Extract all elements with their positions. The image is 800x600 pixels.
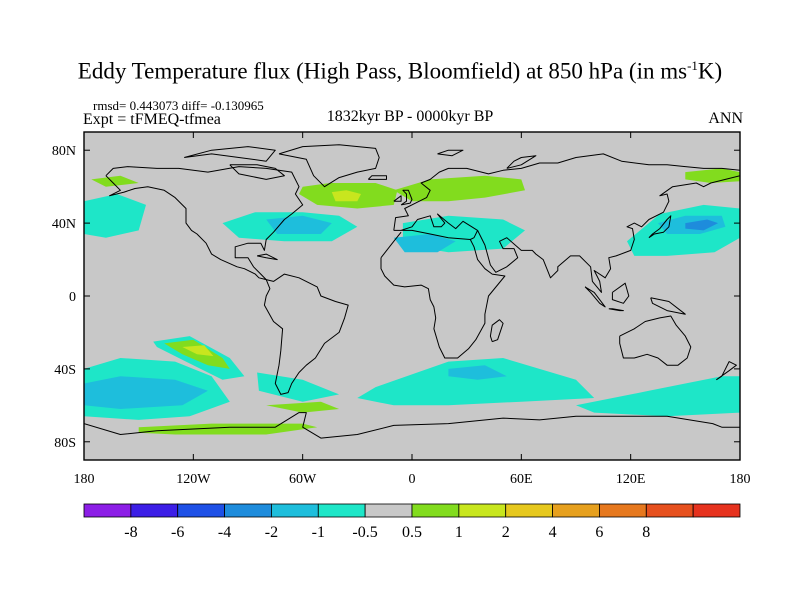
coastline-16: [400, 189, 413, 206]
coastline-17: [393, 195, 402, 202]
colorbar-swatch-10: [552, 503, 600, 518]
colorbar-label-5: -0.5: [352, 524, 377, 541]
stats-line: rmsd= 0.443073 diff= -0.130965: [93, 98, 264, 114]
coastline-24: [506, 155, 537, 169]
coastline-19: [257, 253, 278, 261]
coastlines: [84, 144, 740, 439]
coastline-11: [608, 308, 624, 312]
anomaly-region-20: [685, 219, 719, 231]
title-superscript: -1: [687, 58, 698, 73]
colorbar-swatch-2: [177, 503, 225, 518]
x-tick-label-4: 60E: [510, 472, 533, 487]
colorbar-label-9: 4: [549, 524, 557, 541]
coastline-18: [367, 175, 387, 180]
coastline-6: [380, 231, 402, 259]
anomaly-region-23: [576, 376, 740, 417]
coastline-4: [393, 213, 479, 240]
figure-title: Eddy Temperature flux (High Pass, Bloomf…: [0, 58, 800, 85]
anomaly-region-3: [84, 376, 208, 409]
colorbar-swatch-3: [224, 503, 272, 518]
anomaly-region-1: [84, 194, 146, 238]
colorbar-label-10: 6: [595, 524, 603, 541]
rmsd-label: rmsd=: [93, 98, 127, 113]
colorbar-swatch-8: [458, 503, 507, 518]
experiment-label: Expt = tFMEQ-tfmea: [83, 111, 221, 128]
colorbar-swatch-1: [130, 503, 179, 518]
coastline-2: [278, 144, 380, 188]
coastline-13: [650, 297, 686, 315]
coastline-10: [584, 286, 606, 308]
coastline-20: [84, 412, 740, 439]
diff-label: diff=: [181, 98, 208, 113]
anomaly-region-12: [331, 190, 361, 202]
colorbar-label-6: 0.5: [402, 524, 422, 541]
map-axes: 180 120W 60W 0 60E 120E 180 80N 40N 0 40S 80S: [52, 132, 751, 487]
coastline-7: [477, 175, 740, 293]
colorbar-label-4: -1: [312, 524, 325, 541]
colorbar-swatch-13: [692, 503, 741, 518]
season-label: ANN: [708, 110, 743, 127]
colorbar-swatch-7: [411, 503, 460, 518]
title-prefix: Eddy Temperature flux (High Pass, Bloomf…: [77, 58, 688, 84]
anomaly-region-14: [91, 175, 139, 187]
colorbar-label-8: 2: [502, 524, 510, 541]
x-tick-label-0: 180: [74, 472, 95, 487]
colorbar-label-3: -2: [265, 524, 278, 541]
coastline-14: [489, 319, 504, 343]
anomaly-region-6: [182, 345, 214, 357]
colorbar-label-7: 1: [455, 524, 463, 541]
colorbar-label-11: 8: [642, 524, 650, 541]
colorbar-swatch-9: [505, 503, 553, 518]
coastline-21: [184, 146, 276, 162]
coastline-0: [105, 166, 304, 281]
colorbar-swatch-6: [364, 503, 413, 518]
anomaly-region-7: [257, 372, 340, 402]
coastline-8: [648, 215, 672, 239]
period-label: 1832kyr BP - 0000kyr BP: [326, 108, 494, 125]
anomaly-regions: [84, 168, 740, 435]
coastline-3: [393, 153, 740, 231]
coastline-1: [263, 273, 349, 395]
coastline-23: [437, 149, 464, 157]
diff-value: -0.130965: [210, 98, 264, 113]
x-tick-label-1: 120W: [176, 472, 211, 487]
x-tick-label-5: 120E: [616, 472, 646, 487]
colorbar-swatch-5: [317, 503, 366, 518]
coastline-9: [619, 315, 692, 366]
y-tick-label-0: 80N: [52, 144, 76, 159]
y-tick-label-1: 40N: [52, 217, 76, 232]
y-tick-label-2: 0: [69, 290, 76, 305]
colorbar-swatch-12: [645, 503, 694, 518]
title-suffix: K): [697, 58, 723, 84]
colorbar-label-0: -8: [124, 524, 137, 541]
y-tick-label-3: 40S: [54, 363, 76, 378]
coastline-12: [611, 282, 630, 304]
colorbar: -8 -6 -4 -2 -1 -0.5 0.5 1 2 4 6 8: [83, 503, 741, 541]
anomaly-region-24: [266, 401, 340, 413]
anomaly-region-22: [448, 365, 507, 380]
anomaly-region-13: [393, 175, 525, 202]
x-tick-label-3: 0: [409, 472, 416, 487]
anomaly-region-21: [357, 358, 595, 406]
coastline-5: [380, 239, 506, 359]
anomaly-region-10: [266, 215, 332, 234]
colorbar-swatch-4: [271, 503, 319, 518]
x-tick-label-6: 180: [730, 472, 751, 487]
colorbar-swatch-11: [599, 503, 647, 518]
coastline-22: [229, 164, 285, 180]
rmsd-value: 0.443073: [129, 98, 179, 113]
anomaly-region-17: [393, 234, 456, 253]
colorbar-label-2: -4: [218, 524, 231, 541]
colorbar-swatch-0: [83, 503, 132, 518]
x-tick-label-2: 60W: [289, 472, 317, 487]
anomaly-region-8: [138, 423, 318, 435]
coastline-15: [716, 361, 737, 381]
colorbar-label-1: -6: [171, 524, 184, 541]
y-tick-label-4: 80S: [54, 436, 76, 451]
